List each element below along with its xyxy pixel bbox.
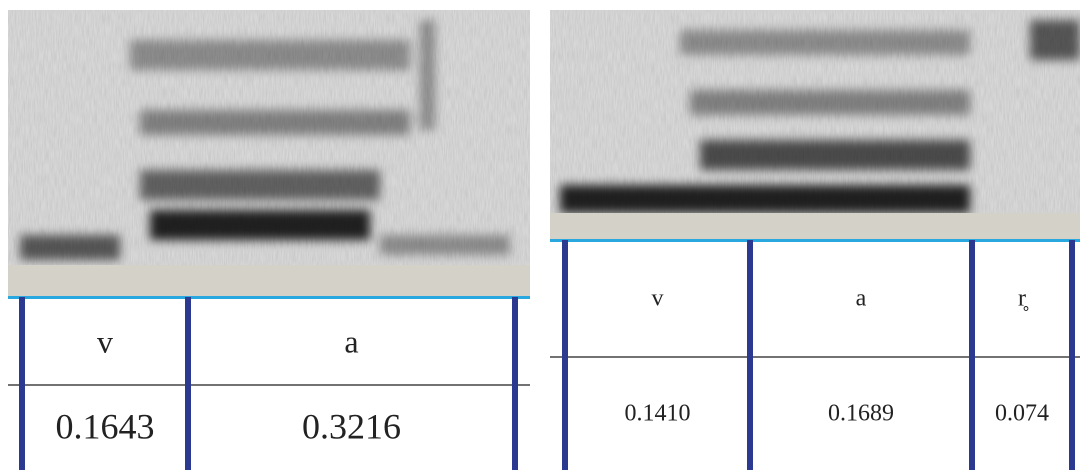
figure: v 0.1643 a 0.3216 v 0.1410 a 0.1689 r̥ 0.074 (0, 0, 1080, 470)
segment-label: v (652, 286, 664, 312)
page: v0.1643a0.3216v0.1410a0.1689r̥0.074 (() … (0, 0, 1080, 470)
spectrogram (550, 10, 1080, 213)
separator (550, 213, 1080, 240)
segment-duration: 0.1689 (828, 401, 894, 427)
segment-duration: 0.1410 (625, 401, 691, 427)
segment-duration: 0.074 (995, 401, 1049, 427)
segment-label: r̥ (1018, 286, 1029, 312)
segment-label: a (856, 286, 867, 312)
spectrogram (8, 10, 530, 265)
segment-duration: 0.3216 (302, 406, 401, 446)
separator (8, 265, 530, 297)
segment-label: v (97, 323, 113, 359)
segment-duration: 0.1643 (56, 406, 155, 446)
segment-label: a (344, 323, 358, 359)
